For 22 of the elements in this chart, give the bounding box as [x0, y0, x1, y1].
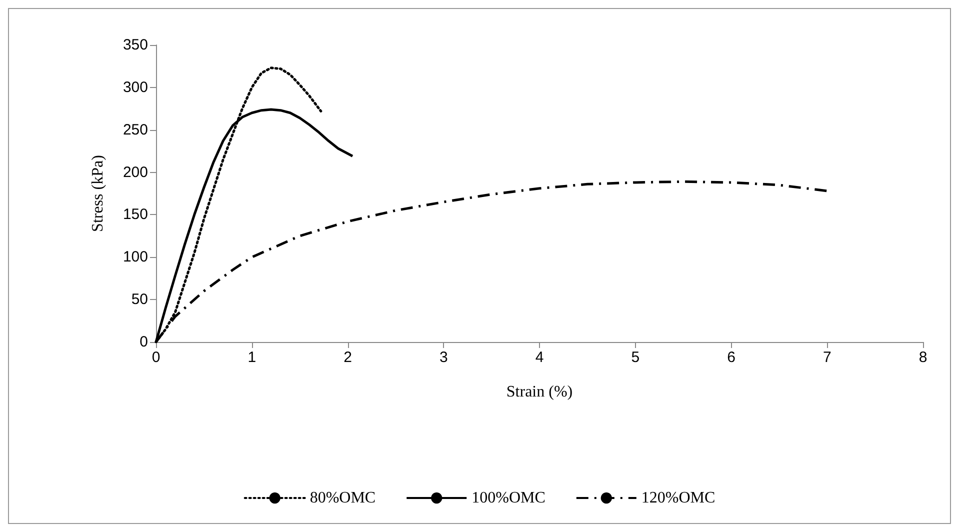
x-tick-label: 0: [152, 349, 160, 366]
y-tick-label: 300: [122, 78, 148, 96]
y-tick-label: 350: [122, 36, 148, 54]
legend-label: 120%OMC: [641, 490, 716, 506]
y-tick-label: 150: [122, 206, 148, 224]
y-tick-label: 250: [122, 121, 148, 138]
y-tick-label: 0: [140, 334, 148, 350]
x-tick-label: 3: [439, 349, 448, 366]
y-axis-title: Stress (kPa): [90, 155, 106, 232]
x-axis-title: Strain (%): [506, 384, 573, 400]
y-tick-label: 50: [131, 291, 148, 308]
y-tick-label: 200: [122, 164, 148, 181]
legend-label: 100%OMC: [472, 490, 546, 506]
x-tick-label: 6: [727, 349, 736, 366]
y-tick-label: 100: [122, 248, 148, 266]
x-tick-label: 4: [535, 349, 544, 366]
x-tick-label: 1: [248, 349, 256, 366]
x-tick-label: 7: [822, 349, 832, 366]
x-tick-label: 2: [344, 349, 352, 366]
legend-label: 80%OMC: [310, 490, 376, 506]
x-tick-label: 8: [918, 349, 928, 366]
x-tick-label: 5: [631, 349, 640, 366]
